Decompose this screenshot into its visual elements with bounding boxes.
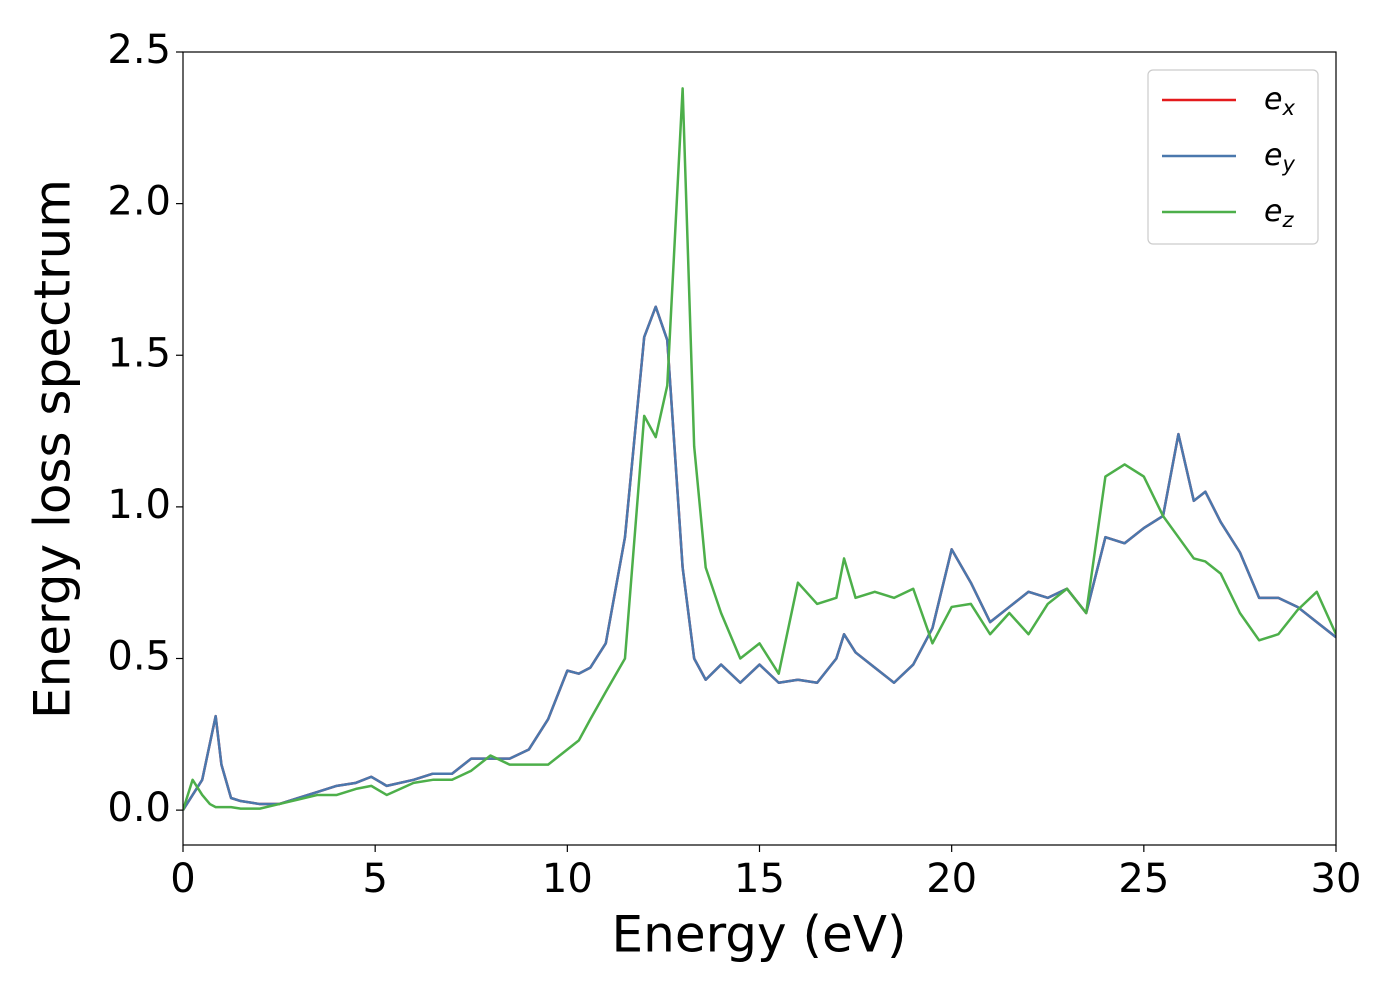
y-tick-label: 1.5 <box>107 330 171 376</box>
y-tick-label: 0.0 <box>107 785 171 831</box>
x-tick-label: 0 <box>170 856 195 902</box>
x-tick-label: 15 <box>734 856 785 902</box>
x-tick-label: 25 <box>1118 856 1169 902</box>
data-line <box>183 305 1336 811</box>
data-line <box>183 87 1336 811</box>
legend-label: ey <box>1264 138 1295 177</box>
y-tick-label: 2.0 <box>107 179 171 225</box>
legend-label: ex <box>1264 82 1295 121</box>
y-tick-label: 2.5 <box>107 27 171 73</box>
x-tick-label: 10 <box>542 856 593 902</box>
y-axis-label: Energy loss spectrum <box>24 179 82 719</box>
legend-label: ez <box>1264 194 1294 233</box>
legend: ex ey ez <box>1147 69 1319 245</box>
data-line <box>183 305 1336 811</box>
y-tick-label: 0.5 <box>107 634 171 680</box>
x-tick-label: 30 <box>1311 856 1362 902</box>
y-tick-label: 1.0 <box>107 482 171 528</box>
x-tick-label: 20 <box>926 856 977 902</box>
plot-frame <box>182 51 1337 846</box>
x-axis-label: Energy (eV) <box>612 906 907 964</box>
x-tick-label: 5 <box>362 856 387 902</box>
